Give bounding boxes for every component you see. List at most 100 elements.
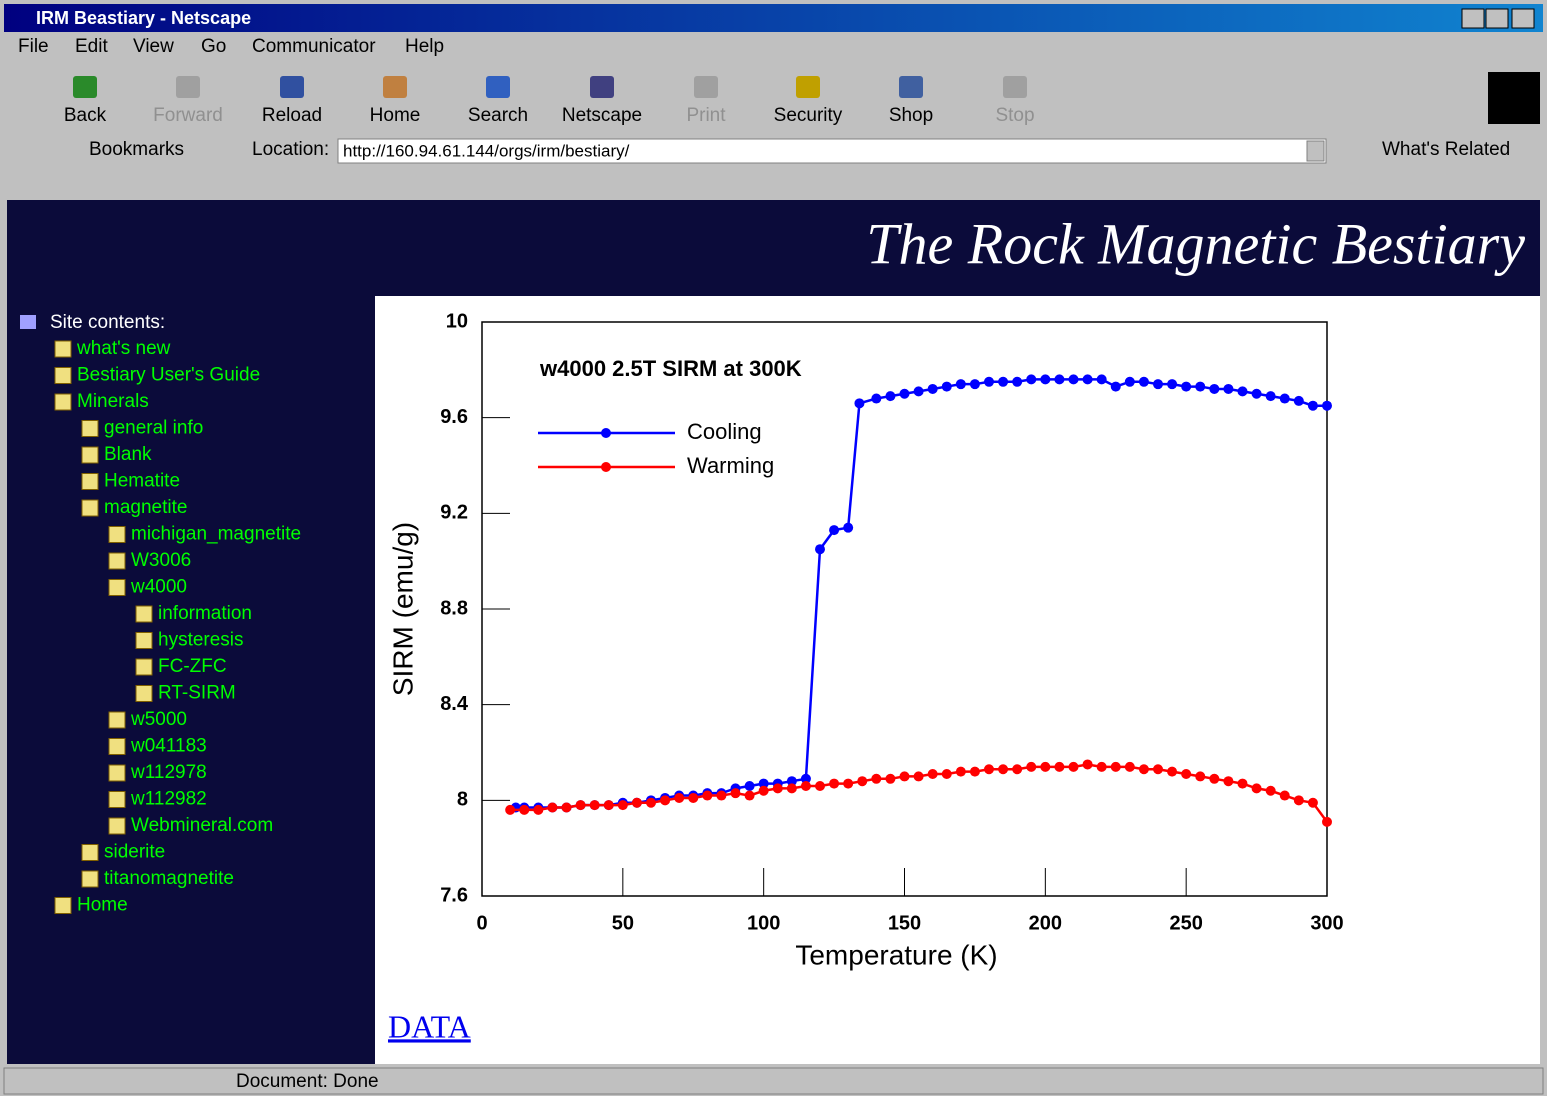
tree-icon: [82, 845, 98, 861]
tree-icon: [82, 447, 98, 463]
data-point: [1167, 379, 1177, 389]
tree-item[interactable]: titanomagnetite: [104, 868, 234, 889]
data-point: [1040, 374, 1050, 384]
data-point: [1012, 377, 1022, 387]
bookmarks-button[interactable]: Bookmarks: [89, 139, 184, 160]
menu-item[interactable]: Edit: [75, 36, 108, 57]
tree-item[interactable]: Home: [77, 895, 128, 916]
tree-item[interactable]: magnetite: [104, 497, 187, 518]
menu-item[interactable]: View: [133, 36, 174, 57]
toolbar-button[interactable]: Shop: [889, 105, 933, 126]
data-point: [604, 800, 614, 810]
menu-item[interactable]: Help: [405, 36, 444, 57]
data-point: [745, 781, 755, 791]
tree-icon: [109, 818, 125, 834]
menu-item[interactable]: File: [18, 36, 49, 57]
data-point: [1069, 374, 1079, 384]
tree-item[interactable]: w5000: [130, 709, 187, 730]
tree-item[interactable]: michigan_magnetite: [131, 524, 301, 545]
sidebar-heading: Site contents:: [50, 312, 165, 333]
tree-item[interactable]: w041183: [130, 736, 207, 757]
toolbar-button[interactable]: Home: [370, 105, 421, 126]
tree-item[interactable]: what's new: [76, 338, 171, 359]
close-button[interactable]: [1512, 9, 1534, 28]
toolbar-button[interactable]: Print: [686, 105, 726, 126]
data-point: [843, 523, 853, 533]
toolbar-button[interactable]: Reload: [262, 105, 322, 126]
data-point: [998, 764, 1008, 774]
maximize-button[interactable]: [1486, 9, 1508, 28]
data-point: [1153, 764, 1163, 774]
data-point: [1209, 384, 1219, 394]
legend-marker: [601, 462, 611, 472]
toolbar-button[interactable]: Back: [64, 105, 107, 126]
x-tick-label: 300: [1310, 912, 1343, 934]
tree-item[interactable]: Blank: [104, 444, 152, 465]
data-point: [759, 786, 769, 796]
tree-icon: [109, 553, 125, 569]
tree-item[interactable]: Hematite: [104, 471, 180, 492]
tree-item[interactable]: siderite: [104, 842, 165, 863]
data-point: [1097, 374, 1107, 384]
toolbar-button[interactable]: Stop: [995, 105, 1034, 126]
toolbar-icon: [486, 76, 510, 98]
toolbar-button[interactable]: Forward: [153, 105, 223, 126]
data-point: [871, 774, 881, 784]
tree-icon: [109, 712, 125, 728]
menu-item[interactable]: Communicator: [252, 36, 376, 57]
page: { "window": {"title": "IRM Beastiary - N…: [0, 0, 1547, 1096]
data-point: [562, 803, 572, 813]
tree-item[interactable]: RT-SIRM: [158, 683, 236, 704]
toolbar-icon: [73, 76, 97, 98]
tree-item[interactable]: Bestiary User's Guide: [77, 365, 260, 386]
x-tick-label: 50: [612, 912, 634, 934]
tree-item[interactable]: information: [158, 603, 252, 624]
whats-related-button[interactable]: What's Related: [1382, 139, 1510, 160]
toolbar-icon: [899, 76, 923, 98]
menu-item[interactable]: Go: [201, 36, 226, 57]
data-point: [1069, 762, 1079, 772]
data-point: [632, 798, 642, 808]
toolbar-icon: [280, 76, 304, 98]
y-axis-label: SIRM (emu/g): [387, 522, 418, 696]
y-tick-label: 10: [446, 310, 468, 332]
tree-icon: [109, 580, 125, 596]
data-point: [1322, 817, 1332, 827]
minimize-button[interactable]: [1462, 9, 1484, 28]
tree-item[interactable]: general info: [104, 418, 203, 439]
data-point: [1040, 762, 1050, 772]
data-point: [519, 805, 529, 815]
toolbar-button[interactable]: Security: [774, 105, 843, 126]
toolbar-button[interactable]: Netscape: [562, 105, 642, 126]
tree-item[interactable]: w112982: [130, 789, 207, 810]
data-point: [1125, 377, 1135, 387]
data-point: [688, 793, 698, 803]
tree-item[interactable]: Minerals: [77, 391, 149, 412]
data-point: [702, 791, 712, 801]
data-point: [854, 398, 864, 408]
data-point: [1195, 771, 1205, 781]
tree-icon: [82, 500, 98, 516]
data-point: [1252, 389, 1262, 399]
data-point: [815, 544, 825, 554]
y-tick-label: 9.6: [440, 406, 468, 428]
legend-label: Warming: [687, 453, 774, 478]
tree-item[interactable]: w4000: [130, 577, 187, 598]
data-point: [928, 769, 938, 779]
data-link[interactable]: DATA: [388, 1008, 471, 1044]
tree-item[interactable]: w112978: [130, 762, 207, 783]
tree-item[interactable]: hysteresis: [158, 630, 244, 651]
url-text[interactable]: http://160.94.61.144/orgs/irm/bestiary/: [343, 141, 630, 160]
toolbar-button[interactable]: Search: [468, 105, 528, 126]
tree-item[interactable]: FC-ZFC: [158, 656, 227, 677]
data-point: [984, 377, 994, 387]
data-point: [984, 764, 994, 774]
data-point: [857, 776, 867, 786]
tree-icon: [82, 421, 98, 437]
x-tick-label: 0: [476, 912, 487, 934]
url-dropdown[interactable]: [1307, 141, 1324, 161]
tree-item[interactable]: W3006: [131, 550, 191, 571]
data-point: [660, 795, 670, 805]
tree-item[interactable]: Webmineral.com: [131, 815, 273, 836]
data-point: [716, 791, 726, 801]
